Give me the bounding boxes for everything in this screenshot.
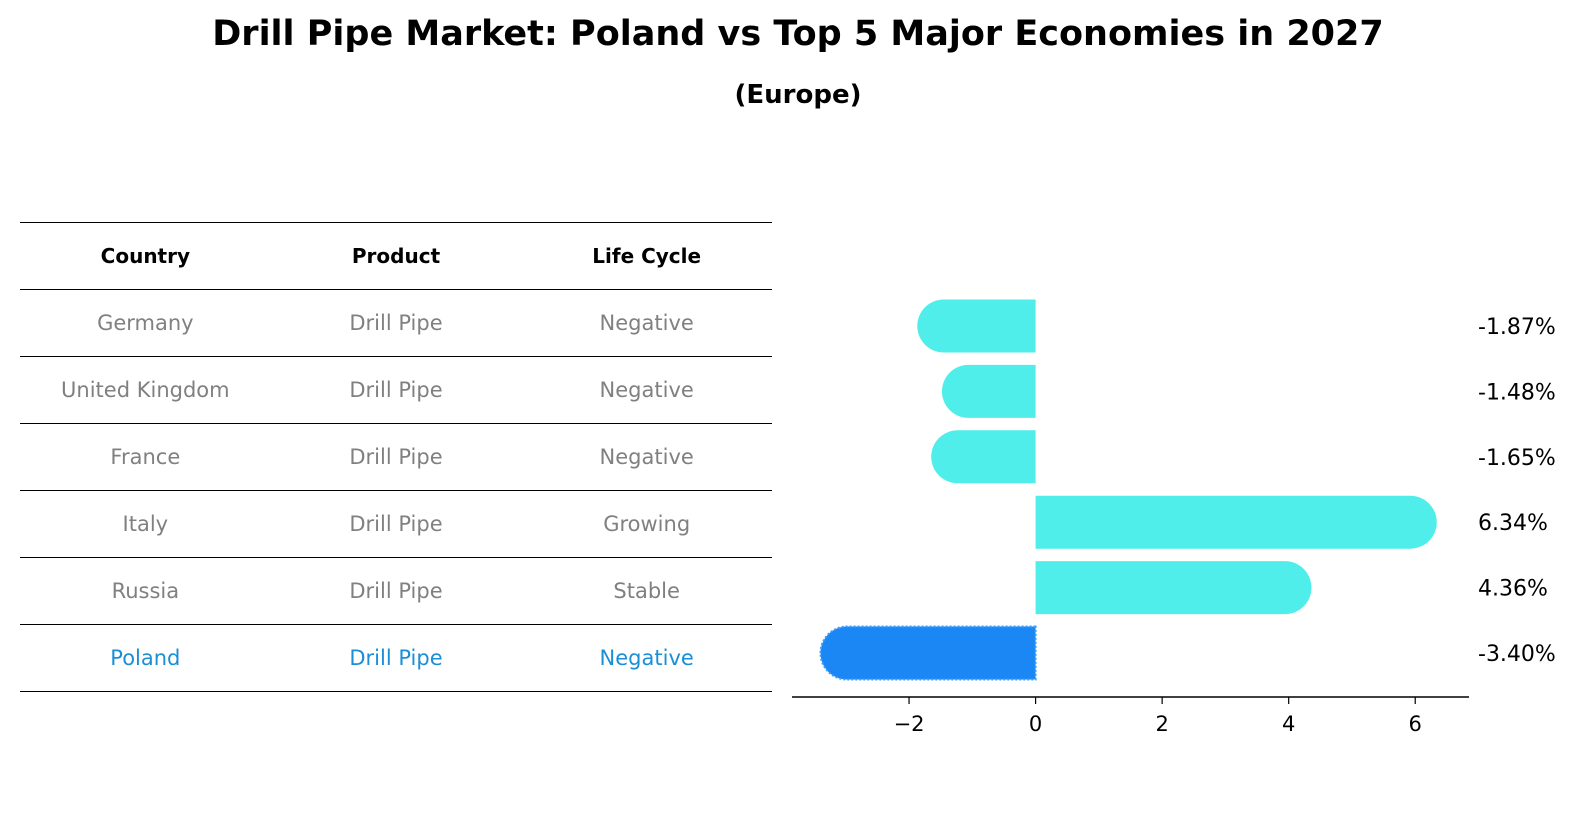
value-label: 6.34% bbox=[1478, 511, 1548, 536]
bar-germany bbox=[917, 299, 1036, 353]
data-table: Country Product Life Cycle Germany Drill… bbox=[20, 222, 772, 692]
bar-poland bbox=[819, 625, 1037, 681]
country-cell: France bbox=[110, 445, 181, 469]
life-cycle-cell: Negative bbox=[599, 445, 694, 469]
product-cell: Drill Pipe bbox=[349, 579, 443, 603]
life-cycle-cell: Negative bbox=[599, 646, 694, 670]
x-tick-label: 0 bbox=[1029, 712, 1042, 736]
x-tick-label: 2 bbox=[1155, 712, 1168, 736]
bar-italy bbox=[1035, 495, 1437, 549]
value-label: 4.36% bbox=[1478, 577, 1548, 602]
country-cell: Russia bbox=[111, 579, 180, 603]
life-cycle-cell: Negative bbox=[599, 311, 694, 335]
life-cycle-cell: Stable bbox=[613, 579, 680, 603]
x-tick-label: −2 bbox=[894, 712, 925, 736]
value-label: -3.40% bbox=[1478, 642, 1556, 667]
chart-title: Drill Pipe Market: Poland vs Top 5 Major… bbox=[212, 14, 1384, 54]
table-row: Germany Drill Pipe Negative bbox=[20, 290, 772, 357]
country-cell: Poland bbox=[110, 646, 181, 670]
x-tick-label: 4 bbox=[1282, 712, 1295, 736]
bar-france bbox=[931, 430, 1036, 484]
x-tick-label: 6 bbox=[1409, 712, 1422, 736]
header-life-cycle: Life Cycle bbox=[592, 244, 702, 268]
table-row: France Drill Pipe Negative bbox=[20, 424, 772, 491]
table-row: Russia Drill Pipe Stable bbox=[20, 558, 772, 625]
table-row: United Kingdom Drill Pipe Negative bbox=[20, 357, 772, 424]
bar-russia bbox=[1035, 561, 1312, 615]
value-label: -1.87% bbox=[1478, 315, 1556, 340]
country-cell: Germany bbox=[97, 311, 194, 335]
table-row: Italy Drill Pipe Growing bbox=[20, 491, 772, 558]
product-cell: Drill Pipe bbox=[349, 378, 443, 402]
product-cell: Drill Pipe bbox=[349, 512, 443, 536]
product-cell: Drill Pipe bbox=[349, 445, 443, 469]
header-product: Product bbox=[351, 244, 441, 268]
value-label: -1.65% bbox=[1478, 446, 1556, 471]
chart-subtitle: (Europe) bbox=[734, 80, 862, 110]
table-row-highlight: Poland Drill Pipe Negative bbox=[20, 625, 772, 692]
country-cell: Italy bbox=[122, 512, 169, 536]
value-label: -1.48% bbox=[1478, 380, 1556, 405]
product-cell: Drill Pipe bbox=[349, 311, 443, 335]
country-cell: United Kingdom bbox=[61, 378, 230, 402]
life-cycle-cell: Growing bbox=[603, 512, 691, 536]
life-cycle-cell: Negative bbox=[599, 378, 694, 402]
bar-united-kingdom bbox=[941, 364, 1036, 418]
header-country: Country bbox=[100, 244, 191, 268]
table-header-row: Country Product Life Cycle bbox=[20, 222, 772, 290]
product-cell: Drill Pipe bbox=[349, 646, 443, 670]
